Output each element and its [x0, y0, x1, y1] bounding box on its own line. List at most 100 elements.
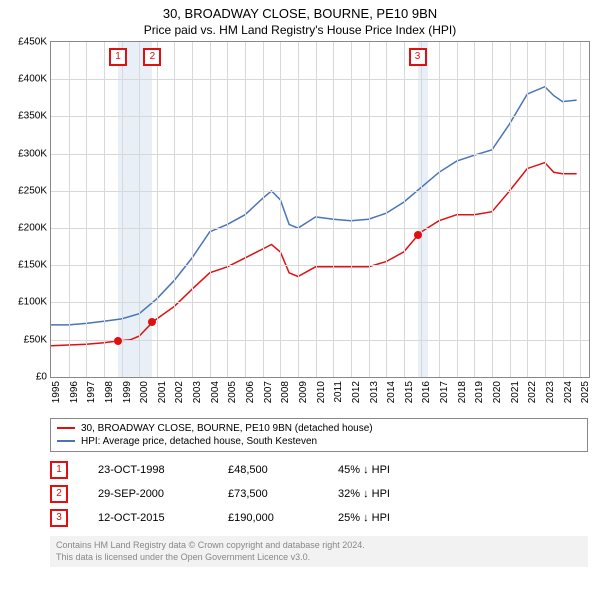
legend-swatch	[57, 427, 75, 429]
gridline-v	[333, 42, 334, 377]
gridline-v	[545, 42, 546, 377]
x-axis-label: 2025	[580, 381, 591, 403]
gridline-h	[51, 116, 589, 117]
y-axis-label: £0	[36, 371, 47, 382]
gridline-h	[51, 265, 589, 266]
x-axis-label: 2023	[545, 381, 556, 403]
x-axis-label: 1999	[122, 381, 133, 403]
legend-box: 30, BROADWAY CLOSE, BOURNE, PE10 9BN (de…	[50, 418, 588, 452]
x-axis-label: 2010	[316, 381, 327, 403]
y-axis-label: £250K	[18, 185, 47, 196]
x-axis-label: 1995	[51, 381, 62, 403]
gridline-h	[51, 191, 589, 192]
y-axis-label: £400K	[18, 74, 47, 85]
legend-swatch	[57, 440, 75, 442]
legend-item: 30, BROADWAY CLOSE, BOURNE, PE10 9BN (de…	[57, 422, 581, 435]
x-axis-label: 2003	[192, 381, 203, 403]
gridline-v	[139, 42, 140, 377]
gridline-h	[51, 154, 589, 155]
gridline-v	[174, 42, 175, 377]
gridline-v	[474, 42, 475, 377]
chart-title: 30, BROADWAY CLOSE, BOURNE, PE10 9BN	[0, 0, 600, 23]
y-axis-label: £200K	[18, 223, 47, 234]
y-axis-label: £150K	[18, 260, 47, 271]
chart-container: 30, BROADWAY CLOSE, BOURNE, PE10 9BN Pri…	[0, 0, 600, 590]
gridline-v	[351, 42, 352, 377]
sale-row: 312-OCT-2015£190,00025% ↓ HPI	[50, 506, 588, 530]
sale-price: £73,500	[228, 488, 308, 500]
x-axis-label: 2009	[298, 381, 309, 403]
x-axis-label: 2002	[174, 381, 185, 403]
sale-marker-3: 3	[409, 48, 427, 66]
gridline-v	[316, 42, 317, 377]
plot-area: £0£50K£100K£150K£200K£250K£300K£350K£400…	[50, 41, 590, 378]
gridline-v	[263, 42, 264, 377]
sale-delta: 32% ↓ HPI	[338, 488, 428, 500]
sale-row: 2 29-SEP-2000 £73,500 32% ↓ HPI	[50, 482, 588, 506]
gridline-v	[492, 42, 493, 377]
gridline-v	[510, 42, 511, 377]
sale-price: £190,000	[228, 512, 308, 524]
gridline-v	[386, 42, 387, 377]
gridline-v	[245, 42, 246, 377]
sale-date: 23-OCT-1998	[98, 464, 198, 476]
line-canvas	[51, 42, 589, 377]
gridline-v	[369, 42, 370, 377]
x-axis-label: 2013	[369, 381, 380, 403]
x-axis-label: 2020	[492, 381, 503, 403]
footer-line: Contains HM Land Registry data © Crown c…	[56, 540, 582, 552]
footer-line: This data is licensed under the Open Gov…	[56, 552, 582, 564]
sale-dot-2	[148, 318, 156, 326]
x-axis-label: 2012	[351, 381, 362, 403]
x-axis-label: 1996	[69, 381, 80, 403]
gridline-v	[580, 42, 581, 377]
gridline-h	[51, 228, 589, 229]
gridline-v	[157, 42, 158, 377]
legend-label: 30, BROADWAY CLOSE, BOURNE, PE10 9BN (de…	[81, 423, 373, 434]
sale-price: £48,500	[228, 464, 308, 476]
gridline-h	[51, 340, 589, 341]
x-axis-label: 2019	[474, 381, 485, 403]
x-axis-label: 2016	[421, 381, 432, 403]
legend-label: HPI: Average price, detached house, Sout…	[81, 436, 317, 447]
gridline-v	[298, 42, 299, 377]
sale-marker-1: 1	[109, 48, 127, 66]
sale-row-marker: 1	[50, 461, 68, 479]
sale-dot-3	[414, 231, 422, 239]
gridline-v	[69, 42, 70, 377]
x-axis-label: 1998	[104, 381, 115, 403]
x-axis-label: 2004	[210, 381, 221, 403]
gridline-h	[51, 302, 589, 303]
gridline-v	[122, 42, 123, 377]
gridline-v	[210, 42, 211, 377]
x-axis-label: 2022	[527, 381, 538, 403]
sale-dot-1	[114, 337, 122, 345]
sale-row-marker: 3	[50, 509, 68, 527]
x-axis-label: 2005	[227, 381, 238, 403]
x-axis-label: 2014	[386, 381, 397, 403]
gridline-v	[457, 42, 458, 377]
x-axis-label: 2015	[404, 381, 415, 403]
x-axis-label: 2024	[563, 381, 574, 403]
y-axis-label: £50K	[24, 334, 47, 345]
gridline-v	[86, 42, 87, 377]
x-axis-label: 2008	[280, 381, 291, 403]
x-axis-label: 2001	[157, 381, 168, 403]
gridline-v	[421, 42, 422, 377]
x-axis-label: 2017	[439, 381, 450, 403]
sale-marker-2: 2	[143, 48, 161, 66]
x-axis-label: 2000	[139, 381, 150, 403]
sale-row: 1 23-OCT-1998 £48,500 45% ↓ HPI	[50, 458, 588, 482]
y-axis-label: £100K	[18, 297, 47, 308]
attribution-footer: Contains HM Land Registry data © Crown c…	[50, 536, 588, 567]
chart-subtitle: Price paid vs. HM Land Registry's House …	[0, 23, 600, 41]
gridline-v	[104, 42, 105, 377]
gridline-v	[439, 42, 440, 377]
sale-date: 29-SEP-2000	[98, 488, 198, 500]
x-axis-label: 2007	[263, 381, 274, 403]
y-axis-label: £450K	[18, 36, 47, 47]
gridline-v	[192, 42, 193, 377]
sale-delta: 45% ↓ HPI	[338, 464, 428, 476]
x-axis-label: 2011	[333, 381, 344, 403]
sale-row-marker: 2	[50, 485, 68, 503]
